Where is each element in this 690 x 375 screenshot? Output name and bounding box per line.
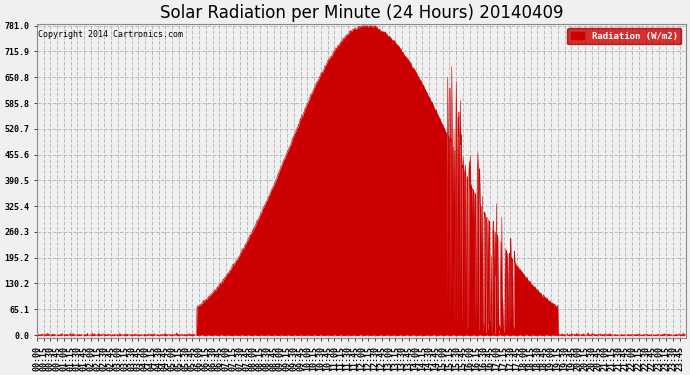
Legend: Radiation (W/m2): Radiation (W/m2) — [567, 28, 681, 45]
Title: Solar Radiation per Minute (24 Hours) 20140409: Solar Radiation per Minute (24 Hours) 20… — [159, 4, 563, 22]
Text: Copyright 2014 Cartronics.com: Copyright 2014 Cartronics.com — [38, 30, 183, 39]
